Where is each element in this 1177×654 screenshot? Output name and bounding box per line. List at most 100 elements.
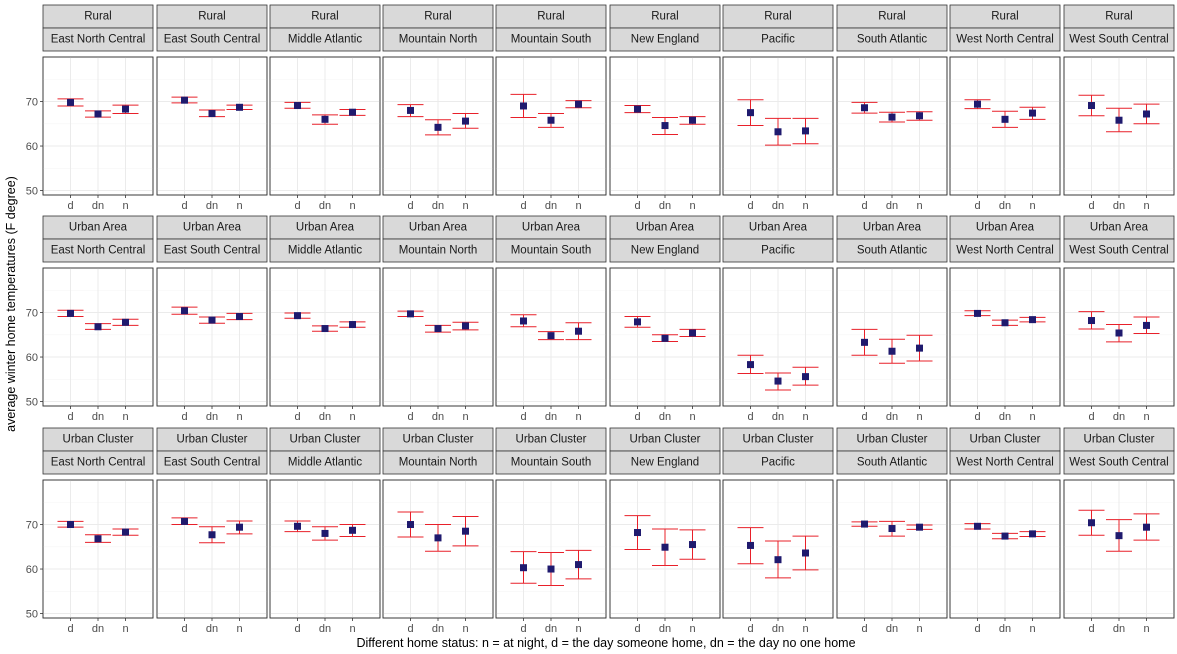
col-strip <box>836 450 948 475</box>
mean-point <box>181 517 188 525</box>
mean-point <box>462 527 469 535</box>
x-tick-label: dn <box>886 200 898 212</box>
x-tick-label: n <box>1029 411 1035 423</box>
x-tick-label: d <box>1088 200 1094 212</box>
col-strip <box>269 450 381 475</box>
row-strip-label: Urban Area <box>69 222 128 234</box>
x-tick-label: d <box>747 411 753 423</box>
col-strip <box>949 238 1061 263</box>
mean-point <box>1143 110 1150 118</box>
y-tick-label: 70 <box>26 308 38 320</box>
mean-point <box>916 112 923 120</box>
facet-panel: Rural West South Central d dn n <box>1063 4 1175 212</box>
row-strip-label: Urban Cluster <box>630 434 701 446</box>
x-tick-label: n <box>689 200 695 212</box>
x-tick-label: d <box>974 200 980 212</box>
y-tick-label: 60 <box>26 564 38 576</box>
mean-point <box>236 523 243 531</box>
x-tick-label: d <box>1088 623 1094 635</box>
x-tick-label: n <box>122 623 128 635</box>
x-tick-label: dn <box>206 623 218 635</box>
facet-panel: Rural South Atlantic d dn n <box>836 4 948 212</box>
x-tick-label: d <box>634 623 640 635</box>
row-strip-label: Urban Area <box>296 222 355 234</box>
facet-panel: Urban Area West North Central d dn n <box>949 215 1061 423</box>
col-strip <box>382 27 494 52</box>
x-axis-title: Different home status: n = at night, d =… <box>356 636 855 650</box>
mean-point <box>575 100 582 108</box>
mean-point <box>661 334 669 342</box>
facet-panel: Urban Cluster South Atlantic d dn n <box>836 427 948 635</box>
facet-panel: Rural New England d dn n <box>609 4 721 212</box>
x-tick-label: d <box>634 200 640 212</box>
x-tick-label: n <box>1029 623 1035 635</box>
mean-point <box>349 108 356 116</box>
x-tick-label: d <box>1088 411 1094 423</box>
mean-point <box>434 534 442 542</box>
x-tick-label: n <box>916 411 922 423</box>
mean-point <box>547 565 555 573</box>
row-strip-label: Urban Cluster <box>63 434 134 446</box>
x-tick-label: d <box>974 411 980 423</box>
row-strip-label: Urban Area <box>976 222 1035 234</box>
x-tick-label: d <box>407 411 413 423</box>
facet-panel: Urban Area Middle Atlantic d dn n <box>269 215 381 423</box>
col-strip-label: West South Central <box>1069 245 1169 257</box>
mean-point <box>67 309 74 317</box>
x-tick-label: dn <box>92 411 104 423</box>
facet-panel: Urban Cluster Mountain South d dn n <box>495 427 607 635</box>
y-tick-label: 50 <box>26 397 38 409</box>
x-tick-label: n <box>1143 623 1149 635</box>
x-tick-label: n <box>462 200 468 212</box>
mean-point <box>974 309 981 317</box>
x-tick-label: n <box>575 411 581 423</box>
mean-point <box>1029 109 1036 117</box>
col-strip-label: East North Central <box>51 34 146 46</box>
x-tick-label: dn <box>92 623 104 635</box>
x-tick-label: d <box>294 411 300 423</box>
x-tick-label: d <box>861 623 867 635</box>
mean-point <box>294 522 301 530</box>
row-strip-label: Urban Area <box>409 222 468 234</box>
x-tick-label: d <box>294 200 300 212</box>
x-tick-label: d <box>747 200 753 212</box>
row-strip-label: Urban Cluster <box>403 434 474 446</box>
row-strip-label: Rural <box>991 11 1018 23</box>
x-tick-label: d <box>520 411 526 423</box>
mean-point <box>462 322 469 330</box>
col-strip-label: West South Central <box>1069 457 1169 469</box>
mean-point <box>1029 316 1036 324</box>
col-strip <box>722 27 834 52</box>
x-tick-label: d <box>67 200 73 212</box>
mean-point <box>1001 115 1009 123</box>
row-strip-label: Rural <box>311 11 338 23</box>
row-strip-label: Rural <box>878 11 905 23</box>
col-strip <box>156 27 268 52</box>
mean-point <box>67 521 74 529</box>
mean-point <box>294 312 301 320</box>
y-tick-label: 70 <box>26 520 38 532</box>
facet-panel: Rural Pacific d dn n <box>722 4 834 212</box>
mean-point <box>634 529 641 537</box>
mean-point <box>861 338 868 346</box>
mean-point <box>94 323 102 331</box>
row-strip-label: Urban Area <box>636 222 695 234</box>
x-tick-label: d <box>67 623 73 635</box>
x-tick-label: dn <box>545 200 557 212</box>
mean-point <box>1001 319 1009 327</box>
mean-point <box>747 541 754 549</box>
mean-point <box>547 332 555 340</box>
facet-panel: Urban Area East North Central d dn n <box>42 215 154 423</box>
x-tick-label: n <box>802 623 808 635</box>
mean-point <box>294 102 301 110</box>
facet-panel: Urban Cluster West South Central d dn n <box>1063 427 1175 635</box>
col-strip-label: East North Central <box>51 245 146 257</box>
mean-point <box>321 529 329 537</box>
x-tick-label: n <box>802 411 808 423</box>
x-tick-label: dn <box>545 411 557 423</box>
mean-point <box>547 116 555 124</box>
mean-point <box>94 535 102 543</box>
col-strip <box>382 238 494 263</box>
x-tick-label: dn <box>206 200 218 212</box>
